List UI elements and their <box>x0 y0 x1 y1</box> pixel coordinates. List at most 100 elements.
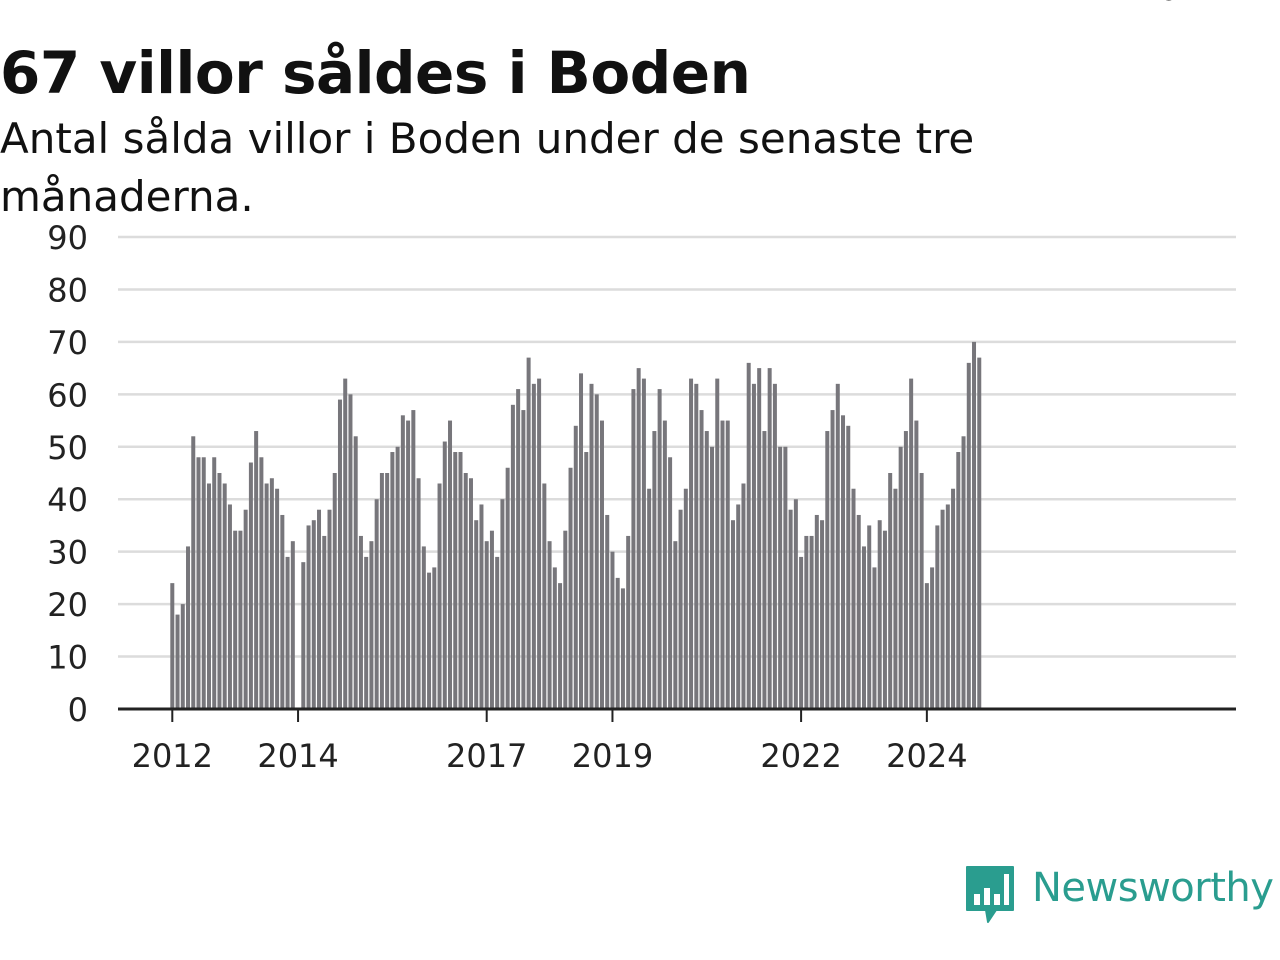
bar <box>856 514 861 709</box>
bar <box>369 541 374 709</box>
bar <box>427 572 432 709</box>
bar <box>977 357 982 709</box>
bar <box>799 556 804 709</box>
x-tick-label: 2017 <box>446 737 527 775</box>
bar <box>327 509 332 709</box>
bar <box>186 546 191 709</box>
bar <box>830 410 835 709</box>
bar <box>641 378 646 709</box>
bar <box>233 530 238 709</box>
bar <box>453 452 458 709</box>
bar <box>715 378 720 709</box>
bar <box>227 504 232 709</box>
bar <box>390 452 395 709</box>
bar <box>956 452 961 709</box>
bar <box>353 436 358 709</box>
bar <box>767 368 772 709</box>
bar <box>882 530 887 709</box>
bar <box>903 431 908 709</box>
bar <box>589 383 594 709</box>
bar <box>788 509 793 709</box>
y-tick-label: 10 <box>47 639 88 677</box>
x-tick-label: 2012 <box>132 737 213 775</box>
bar <box>673 541 678 709</box>
bar <box>516 389 521 709</box>
bar <box>584 452 589 709</box>
bar <box>809 535 814 709</box>
bar <box>196 457 201 709</box>
bar <box>269 478 274 709</box>
y-tick-label: 60 <box>47 376 88 414</box>
bar <box>500 499 505 709</box>
bar <box>175 614 180 709</box>
brand-name: Newsworthy <box>1032 865 1274 911</box>
bar <box>364 556 369 709</box>
bar <box>751 383 756 709</box>
bar <box>479 504 484 709</box>
bar <box>474 520 479 709</box>
bar <box>825 431 830 709</box>
bar <box>736 504 741 709</box>
bar <box>772 383 777 709</box>
bar <box>846 425 851 709</box>
bar <box>322 535 327 709</box>
bar <box>678 509 683 709</box>
bar <box>924 583 929 709</box>
bar <box>898 446 903 709</box>
bar <box>521 410 526 709</box>
bar <box>683 488 688 709</box>
y-tick-label: 40 <box>47 481 88 519</box>
bar <box>757 368 762 709</box>
bar <box>206 483 211 709</box>
chart-title: 67 villor såldes i Boden <box>0 39 751 107</box>
bar <box>395 446 400 709</box>
bar <box>720 420 725 709</box>
bar <box>741 483 746 709</box>
bar <box>783 446 788 709</box>
bar <box>458 452 463 709</box>
bar <box>636 368 641 709</box>
bars <box>170 341 982 709</box>
y-tick-label: 70 <box>47 324 88 362</box>
bar <box>689 378 694 709</box>
bar <box>558 583 563 709</box>
bar <box>888 473 893 709</box>
bar <box>285 556 290 709</box>
bar <box>526 357 531 709</box>
bar <box>489 530 494 709</box>
bar <box>851 488 856 709</box>
bar <box>725 420 730 709</box>
bar <box>505 467 510 709</box>
bar <box>951 488 956 709</box>
bar <box>861 546 866 709</box>
bar <box>893 488 898 709</box>
newsworthy-brand: Newsworthy <box>964 862 1280 928</box>
bar <box>306 525 311 709</box>
bar <box>930 567 935 709</box>
bar <box>699 410 704 709</box>
bar <box>841 415 846 709</box>
bar-chart-speech-bubble-icon <box>966 866 1014 923</box>
bar <box>793 499 798 709</box>
bar <box>804 535 809 709</box>
y-tick-label: 0 <box>68 691 88 729</box>
bar <box>746 362 751 709</box>
bar <box>484 541 489 709</box>
bar <box>463 473 468 709</box>
bar <box>945 504 950 709</box>
bar <box>620 588 625 709</box>
bar <box>510 404 515 709</box>
bar <box>442 441 447 709</box>
bar <box>379 473 384 709</box>
bar <box>212 457 217 709</box>
bar <box>437 483 442 709</box>
bar <box>605 514 610 709</box>
y-tick-label: 30 <box>47 534 88 572</box>
bar <box>254 431 259 709</box>
bar <box>495 556 500 709</box>
bar <box>191 436 196 709</box>
bar <box>332 473 337 709</box>
bar <box>385 473 390 709</box>
bar <box>411 410 416 709</box>
bar <box>222 483 227 709</box>
